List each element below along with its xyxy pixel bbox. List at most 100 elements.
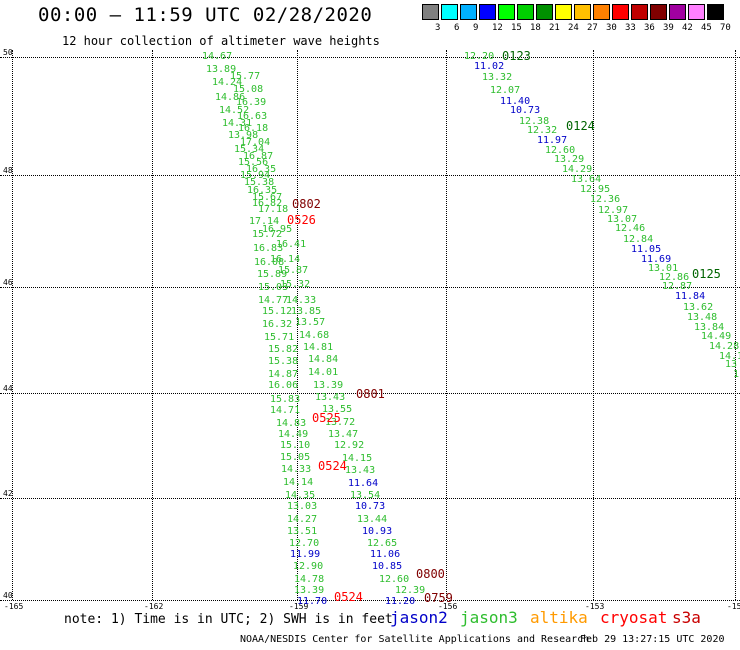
- swh-value-label: 16.18: [238, 123, 269, 134]
- swh-value-label: 12.70: [289, 538, 320, 549]
- swh-value-label: 11.02: [474, 61, 505, 72]
- satellite-legend-item: jason2: [390, 608, 448, 627]
- swh-value-label: 13.64: [571, 174, 602, 185]
- map-title: 00:00 – 11:59 UTC 02/28/2020: [38, 4, 373, 26]
- swh-value-label: 14.35: [285, 490, 316, 501]
- swh-value-label: 12.39: [395, 585, 426, 596]
- swh-value-label: 13.51: [287, 526, 318, 537]
- latitude-gridline: [0, 57, 740, 58]
- swh-value-label: 14.49: [278, 429, 309, 440]
- swh-value-label: 15.89: [257, 269, 288, 280]
- swh-value-label: 11.40: [500, 96, 531, 107]
- legend-swatch: [669, 4, 686, 20]
- legend-tick-label: 39: [663, 23, 674, 33]
- legend-swatch: [593, 4, 610, 20]
- legend-swatch: [688, 4, 705, 20]
- swh-value-label: 11.20: [385, 596, 416, 607]
- swh-value-label: 15.32: [280, 279, 311, 290]
- legend-tick-label: 42: [682, 23, 693, 33]
- longitude-label: -156: [438, 602, 458, 611]
- swh-value-label: 14.77: [258, 295, 289, 306]
- swh-value-label: 17.04: [240, 137, 271, 148]
- swh-value-label: 14.33: [281, 464, 312, 475]
- legend-tick-label: 70: [720, 23, 731, 33]
- swh-value-label: 12.95: [580, 184, 611, 195]
- pass-time-label: 0525: [312, 411, 341, 425]
- swh-value-label: 13.98: [228, 130, 259, 141]
- swh-value-label: 11.06: [370, 549, 401, 560]
- map-plot-area: 50 48 46 44 42 40 -165 -162 -159 -156 -153 -150 14.6…: [0, 48, 740, 611]
- legend-swatch: [707, 4, 724, 20]
- swh-value-label: 12.20: [464, 51, 495, 62]
- swh-value-label: 14.31: [222, 118, 253, 129]
- swh-value-label: 14.33: [286, 295, 317, 306]
- swh-value-label: 16.83: [253, 243, 284, 254]
- swh-value-label: 12.65: [367, 538, 398, 549]
- swh-value-label: 14.24: [212, 77, 243, 88]
- legend-tick-label: 6: [454, 23, 460, 33]
- pass-time-label: 0526: [287, 213, 316, 227]
- longitude-gridline: [152, 50, 153, 600]
- swh-value-label: 14.52: [219, 105, 250, 116]
- legend-tick-label: 27: [587, 23, 598, 33]
- pass-time-label: 0800: [416, 567, 445, 581]
- legend-swatch: [517, 4, 534, 20]
- swh-value-label: 15.87: [278, 265, 309, 276]
- swh-value-label: 16.82: [252, 198, 283, 209]
- pass-time-label: 0802: [292, 197, 321, 211]
- swh-value-label: 13.03: [287, 501, 318, 512]
- swh-value-label: 11.05: [631, 244, 662, 255]
- latitude-label: 48: [3, 166, 13, 175]
- swh-value-label: 13.32: [482, 72, 513, 83]
- longitude-label: -153: [585, 602, 605, 611]
- swh-value-label: 13.43: [315, 392, 346, 403]
- latitude-gridline: [0, 498, 740, 499]
- legend-swatch: [422, 4, 439, 20]
- swh-value-label: 13: [725, 359, 738, 370]
- swh-value-label: 15.03: [258, 282, 289, 293]
- swh-value-label: 11.69: [641, 254, 672, 265]
- swh-value-label: 13.01: [648, 263, 679, 274]
- swh-value-label: 10.73: [510, 105, 541, 116]
- swh-value-label: 14.87: [268, 369, 299, 380]
- swh-value-label: 15.83: [270, 394, 301, 405]
- swh-value-label: 13.89: [206, 64, 237, 75]
- longitude-label: -162: [144, 602, 164, 611]
- pass-time-label: 0801: [356, 387, 385, 401]
- longitude-label: -159: [289, 602, 309, 611]
- swh-value-label: 15.71: [264, 332, 295, 343]
- legend-tick-label: 9: [473, 23, 479, 33]
- swh-value-label: 12.86: [659, 272, 690, 283]
- legend-tick-label: 15: [511, 23, 522, 33]
- swh-value-label: 16.06: [268, 380, 299, 391]
- swh-value-label: 12.84: [623, 234, 654, 245]
- swh-value-label: 13.39: [313, 380, 344, 391]
- swh-value-label: 16.41: [276, 239, 307, 250]
- swh-value-label: 15.56: [238, 157, 269, 168]
- swh-value-label: 13.07: [607, 214, 638, 225]
- swh-value-label: 15.94: [240, 170, 271, 181]
- swh-value-label: 14.1: [719, 351, 740, 362]
- swh-value-label: 17.14: [249, 216, 280, 227]
- latitude-label: 44: [3, 384, 13, 393]
- swh-value-label: 12.87: [662, 281, 693, 292]
- swh-value-label: 14.15: [342, 453, 373, 464]
- pass-time-label: 0524: [334, 590, 363, 604]
- satellite-legend-item: jason3: [460, 608, 518, 627]
- legend-swatch: [650, 4, 667, 20]
- legend-tick-label: 21: [549, 23, 560, 33]
- latitude-gridline: [0, 175, 740, 176]
- swh-value-label: 13.62: [683, 302, 714, 313]
- swh-value-label: 12.32: [527, 125, 558, 136]
- latitude-gridline: [0, 600, 740, 601]
- swh-value-label: 13.39: [294, 585, 325, 596]
- swh-value-label: 14.14: [283, 477, 314, 488]
- swh-value-label: 11.99: [290, 549, 321, 560]
- swh-value-label: 15.08: [233, 84, 264, 95]
- swh-value-label: 12.60: [545, 145, 576, 156]
- swh-value-label: 10.73: [355, 501, 386, 512]
- swh-value-label: 13.85: [291, 306, 322, 317]
- swh-value-label: 15.10: [280, 440, 311, 451]
- swh-value-label: 16.08: [254, 257, 285, 268]
- swh-value-label: 12.90: [293, 561, 324, 572]
